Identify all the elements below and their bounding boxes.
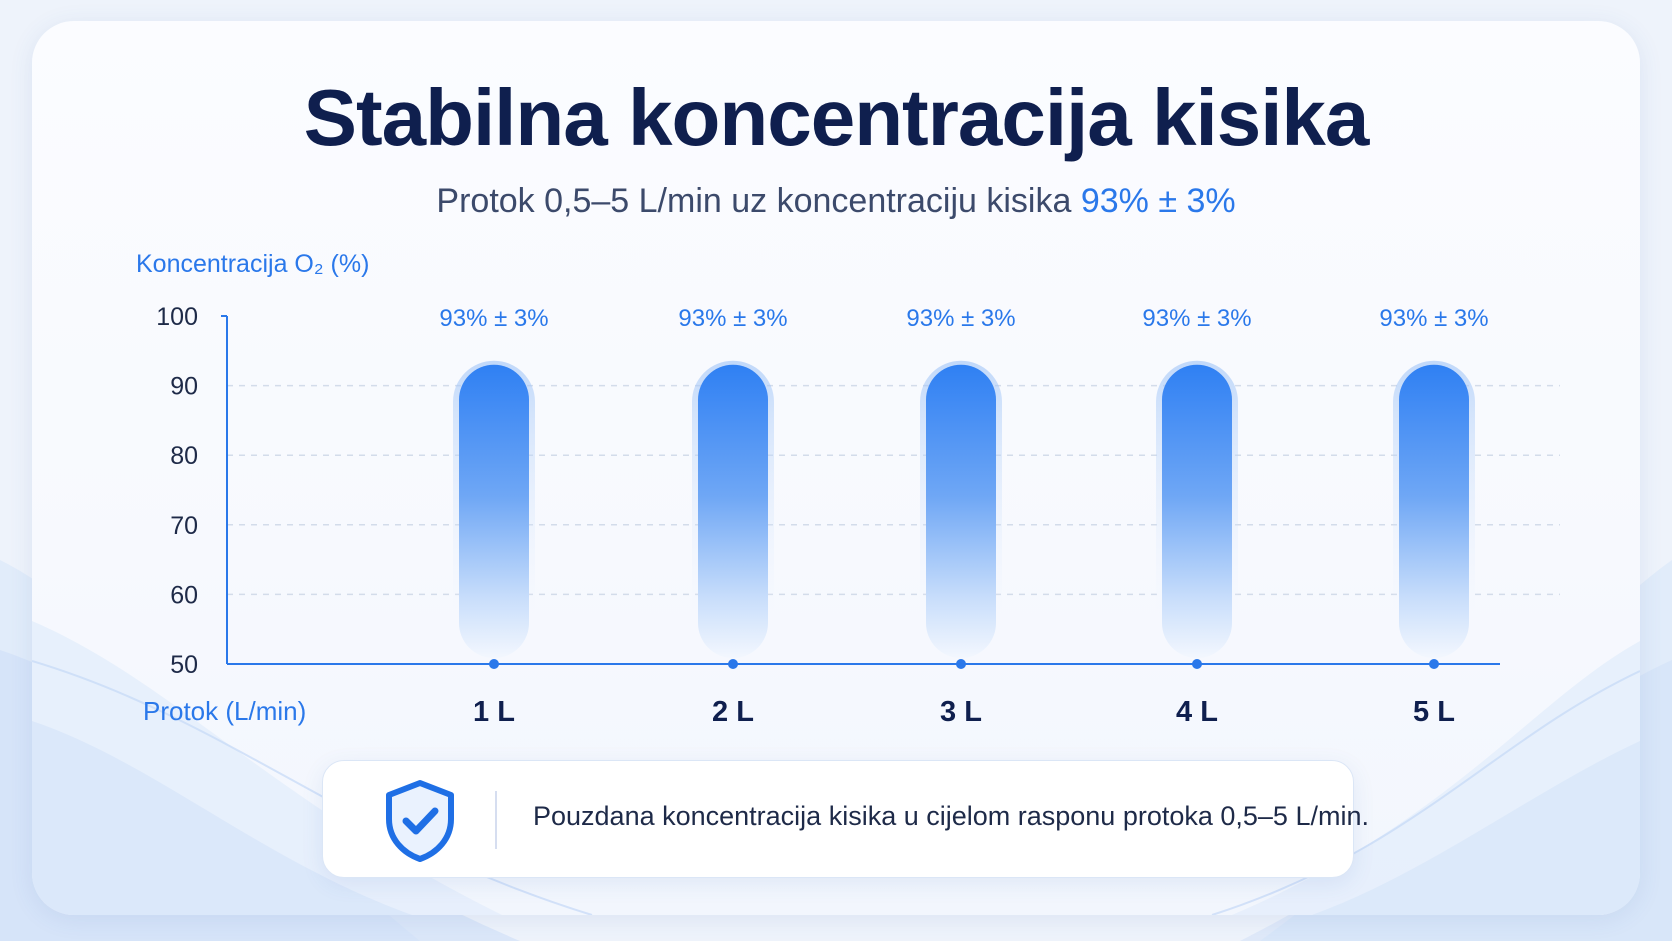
- bar: [1399, 364, 1469, 658]
- y-tick-label: 60: [170, 581, 198, 609]
- axes: [221, 315, 1500, 665]
- bar: [1162, 364, 1232, 658]
- bar: [698, 364, 768, 658]
- x-tick-label: 5 L: [1413, 696, 1455, 728]
- data-label: 93% ± 3%: [1379, 305, 1488, 332]
- info-box: Pouzdana koncentracija kisika u cijelom …: [322, 760, 1369, 878]
- data-label: 93% ± 3%: [678, 305, 787, 332]
- shield-check-icon: [386, 780, 454, 862]
- data-labels: 93% ± 3% 93% ± 3% 93% ± 3% 93% ± 3% 93% ± 3%: [439, 305, 1488, 332]
- page-subtitle: Protok 0,5–5 L/min uz koncentraciju kisi…: [0, 182, 1672, 221]
- x-tick-labels: 1 L 2 L 3 L 4 L 5 L: [473, 696, 1455, 728]
- x-tick-label: 4 L: [1176, 696, 1218, 728]
- x-tick-dot: [1429, 659, 1439, 669]
- info-text: Pouzdana koncentracija kisika u cijelom …: [533, 801, 1369, 831]
- card-waves: [32, 621, 1640, 915]
- page-title: Stabilna koncentracija kisika: [303, 73, 1370, 162]
- subtitle-accent: 93% ± 3%: [1080, 182, 1236, 220]
- y-tick-label: 100: [156, 303, 198, 331]
- data-label: 93% ± 3%: [1142, 305, 1251, 332]
- x-axis-label: Protok (L/min): [143, 696, 306, 726]
- subtitle-text: Protok 0,5–5 L/min uz koncentraciju kisi…: [436, 182, 1081, 220]
- bar: [926, 364, 996, 658]
- y-tick-label: 80: [170, 442, 198, 470]
- x-tick-label: 1 L: [473, 696, 515, 728]
- x-tick-dot: [728, 659, 738, 669]
- x-tick-dot: [489, 659, 499, 669]
- info-divider: [495, 791, 497, 849]
- bars: [453, 360, 1475, 669]
- x-tick-dot: [1192, 659, 1202, 669]
- x-tick-label: 2 L: [712, 696, 754, 728]
- x-tick-dot: [956, 659, 966, 669]
- data-label: 93% ± 3%: [439, 305, 548, 332]
- data-label: 93% ± 3%: [906, 305, 1015, 332]
- y-tick-label: 90: [170, 373, 198, 401]
- y-axis-label: Koncentracija O₂ (%): [136, 250, 369, 278]
- y-tick-label: 70: [170, 512, 198, 540]
- x-tick-label: 3 L: [940, 696, 982, 728]
- bar: [459, 364, 529, 658]
- grid-lines: [227, 384, 1560, 596]
- y-tick-labels: 50 60 70 80 90 100: [156, 303, 198, 679]
- y-tick-label: 50: [170, 651, 198, 679]
